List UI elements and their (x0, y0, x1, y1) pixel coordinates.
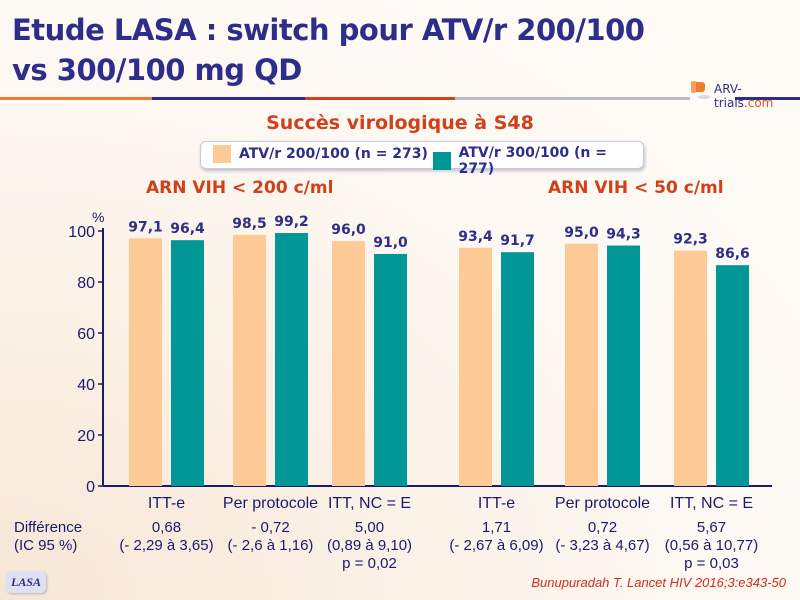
bar-200-0 (129, 238, 162, 486)
y-tick-label: 60 (77, 326, 95, 343)
data-label: 95,0 (564, 225, 599, 241)
arv-trials-logo: ARV-trials.com (688, 78, 798, 110)
data-label: 92,3 (673, 232, 708, 248)
logo-text-domain: .com (743, 96, 774, 110)
difference-entry: 0,72 (- 3,23 à 4,67) (533, 519, 673, 555)
y-tick-label: 0 (86, 479, 95, 496)
title-rule-orange-left (0, 97, 152, 100)
y-tick-label: 100 (68, 224, 95, 241)
bar-300-0 (171, 240, 204, 486)
title-line-1: Etude LASA : switch pour ATV/r 200/100 (12, 13, 645, 47)
x-category-label: ITT, NC = E (670, 495, 753, 512)
legend-item-200: ATV/r 200/100 (n = 273) (213, 145, 428, 163)
data-label: 91,7 (500, 233, 535, 249)
legend-swatch-300 (433, 152, 451, 170)
difference-entry: 5,00 (0,89 à 9,10) p = 0,02 (300, 519, 440, 573)
chart-legend: ATV/r 200/100 (n = 273) ATV/r 300/100 (n… (200, 141, 644, 177)
data-label: 91,0 (373, 235, 408, 251)
legend-label-200: ATV/r 200/100 (n = 273) (239, 146, 428, 162)
bar-300-3 (501, 252, 534, 486)
data-label: 96,4 (170, 221, 205, 237)
group-title-200: ARN VIH < 200 c/ml (146, 178, 334, 198)
title-rule-gray (455, 97, 690, 100)
title-rule-red (305, 97, 455, 100)
x-category-label: ITT-e (148, 495, 185, 512)
difference-ci: (- 2,29 à 3,65) (119, 537, 214, 554)
y-axis-unit-label: % (92, 209, 104, 225)
difference-ci: (0,89 à 9,10) (326, 537, 413, 554)
title-line-2: vs 300/100 mg QD (12, 53, 302, 87)
difference-entry: - 0,72 (- 2,6 à 1,16) (201, 519, 341, 555)
slide-title: Etude LASA : switch pour ATV/r 200/100 v… (12, 10, 712, 90)
study-badge: LASA (6, 571, 46, 593)
bar-300-1 (275, 233, 308, 486)
difference-value: 1,71 (481, 519, 512, 536)
title-rule-blue (152, 97, 305, 100)
data-label: 98,5 (232, 216, 267, 232)
title-rule-blue-right (735, 97, 800, 100)
y-tick-label: 80 (77, 275, 95, 292)
bar-200-2 (332, 241, 365, 486)
difference-entry: 1,71 (- 2,67 à 6,09) (427, 519, 567, 555)
difference-p: p = 0,02 (342, 555, 397, 572)
x-category-label: Per protocole (555, 495, 650, 512)
data-label: 96,0 (331, 222, 366, 238)
difference-ci: (- 2,67 à 6,09) (449, 537, 544, 554)
bar-200-1 (233, 234, 266, 486)
difference-ci: (- 2,6 à 1,16) (227, 537, 314, 554)
bar-200-3 (459, 247, 492, 486)
x-category-label: ITT-e (478, 495, 515, 512)
logo-text-main: ARV-trials (714, 82, 744, 110)
chart-title: Succès virologique à S48 (266, 112, 534, 134)
difference-label-line1: Différence (14, 519, 83, 536)
difference-entry: 5,67 (0,56 à 10,77) p = 0,03 (642, 519, 782, 573)
difference-value: 5,00 (354, 519, 385, 536)
data-label: 97,1 (128, 219, 163, 235)
difference-label-line2: (IC 95 %) (14, 537, 78, 554)
y-tick-label: 40 (77, 377, 95, 394)
difference-entry: 0,68 (- 2,29 à 3,65) (97, 519, 237, 555)
difference-value: 0,72 (587, 519, 618, 536)
difference-ci: (- 3,23 à 4,67) (555, 537, 650, 554)
difference-value: 5,67 (696, 519, 727, 536)
legend-label-300: ATV/r 300/100 (n = 277) (458, 145, 608, 177)
legend-swatch-200 (213, 145, 231, 163)
data-label: 99,2 (274, 214, 309, 230)
data-label: 86,6 (715, 246, 750, 262)
x-category-label: ITT, NC = E (328, 495, 411, 512)
bar-200-4 (565, 243, 598, 486)
difference-value: - 0,72 (251, 519, 290, 536)
data-label: 94,3 (606, 227, 641, 243)
bar-200-5 (674, 250, 707, 486)
citation: Bunupuradah T. Lancet HIV 2016;3:e343-50 (531, 575, 786, 590)
difference-label: Différence (IC 95 %) (14, 519, 82, 555)
difference-value: 0,68 (151, 519, 182, 536)
x-category-label: Per protocole (223, 495, 318, 512)
data-label: 93,4 (458, 229, 493, 245)
bar-300-5 (716, 265, 749, 486)
bar-300-4 (607, 245, 640, 486)
group-title-50: ARN VIH < 50 c/ml (548, 178, 724, 198)
y-tick-label: 20 (77, 428, 95, 445)
difference-p: p = 0,03 (684, 555, 739, 572)
bar-300-2 (374, 253, 407, 486)
legend-item-300: ATV/r 300/100 (n = 277) (433, 145, 643, 177)
difference-ci: (0,56 à 10,77) (664, 537, 759, 554)
pill-bottle-icon (691, 81, 710, 99)
